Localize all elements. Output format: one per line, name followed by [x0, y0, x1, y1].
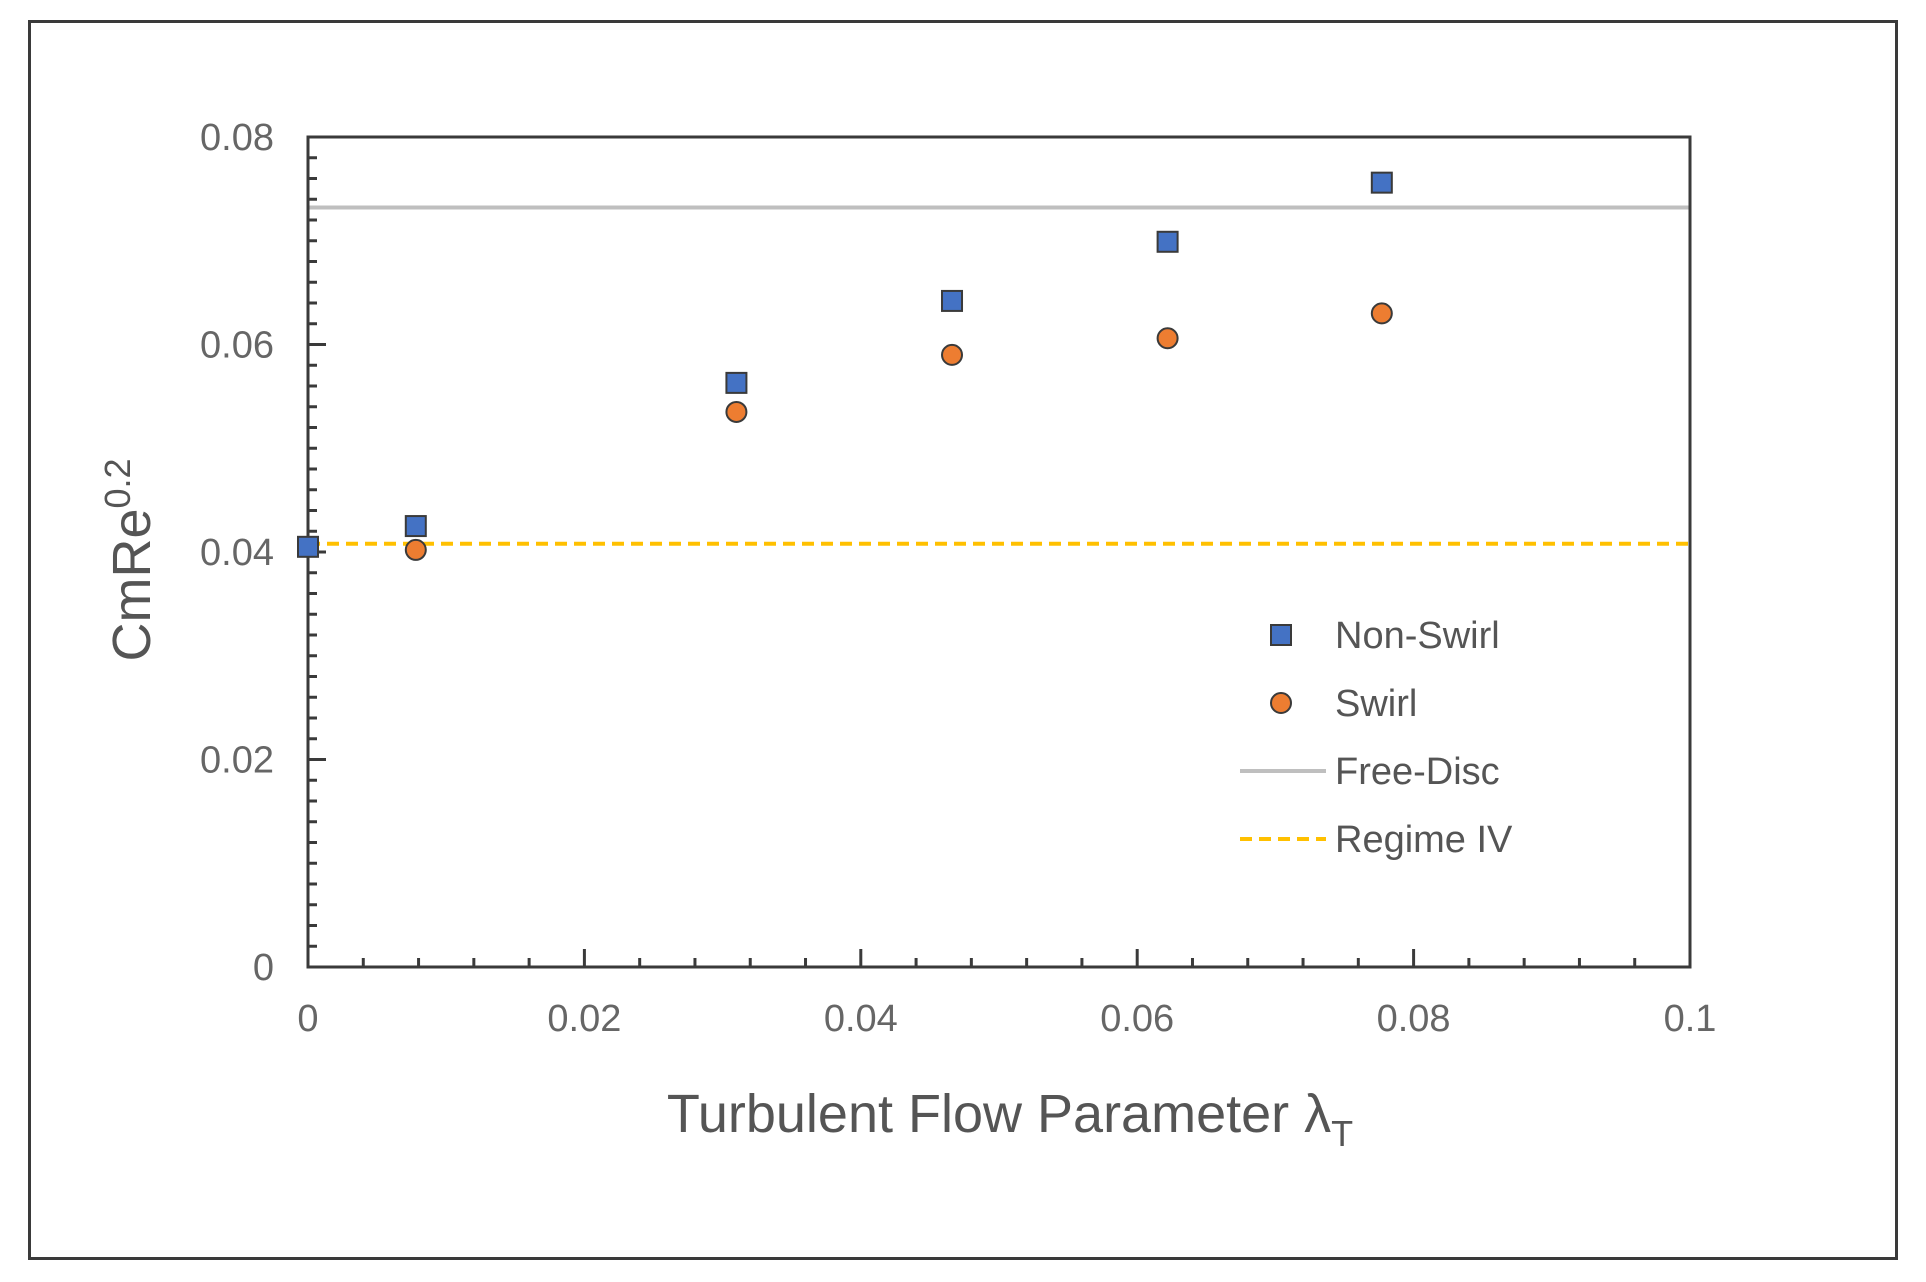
- point-non-swirl: [941, 289, 964, 312]
- point-swirl: [404, 538, 427, 561]
- legend-marker-non-swirl: [1270, 624, 1292, 646]
- point-non-swirl: [1156, 230, 1179, 253]
- point-swirl: [1156, 327, 1179, 350]
- legend: Non-Swirl Swirl Free-Disc Regime IV: [1240, 615, 1513, 861]
- y-tick-label: 0.04: [200, 532, 274, 574]
- x-tick-label: 0.08: [1377, 998, 1451, 1040]
- reference-lines: [308, 205, 1690, 546]
- legend-label-swirl: Swirl: [1335, 683, 1417, 725]
- y-tick-label: 0.02: [200, 740, 274, 782]
- x-tick-label: 0.06: [1100, 998, 1174, 1040]
- x-axis-title: Turbulent Flow Parameter λT: [667, 1084, 1353, 1154]
- point-swirl: [941, 343, 964, 366]
- legend-label-non-swirl: Non-Swirl: [1335, 615, 1500, 657]
- point-non-swirl: [725, 371, 748, 394]
- x-tick-label: 0.02: [547, 998, 621, 1040]
- legend-marker-swirl: [1270, 692, 1292, 714]
- data-points: [297, 171, 1393, 561]
- x-tick-label: 0.04: [824, 998, 898, 1040]
- x-tick-label: 0: [297, 998, 318, 1040]
- point-non-swirl: [297, 535, 319, 558]
- legend-label-free-disc: Free-Disc: [1335, 751, 1500, 793]
- x-tick-label: 0.1: [1664, 998, 1717, 1040]
- tick-labels: 0 0.02 0.04 0.06 0.08 0.1 0 0.02 0.04 0.06 0.08: [200, 117, 1716, 1040]
- y-axis-title: CmRe0.2: [97, 458, 162, 661]
- y-tick-label: 0.06: [200, 325, 274, 367]
- point-swirl: [1370, 302, 1393, 325]
- y-tick-label: 0: [253, 947, 274, 989]
- figure-frame: [28, 20, 1898, 1260]
- point-swirl: [725, 400, 748, 423]
- y-tick-label: 0.08: [200, 117, 274, 159]
- point-non-swirl: [404, 515, 427, 538]
- point-non-swirl: [1370, 171, 1393, 194]
- legend-label-regime-iv: Regime IV: [1335, 819, 1513, 861]
